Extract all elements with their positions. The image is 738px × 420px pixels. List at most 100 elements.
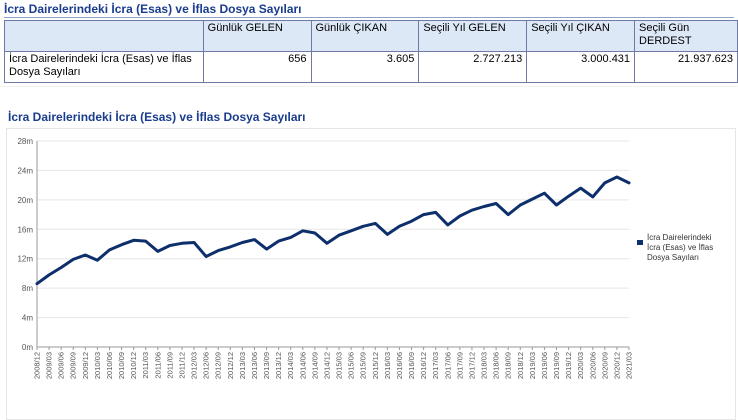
x-tick-label: 2009/12 xyxy=(81,352,90,379)
data-point xyxy=(72,258,75,261)
data-point xyxy=(144,239,147,243)
x-tick-label: 2018/03 xyxy=(480,352,489,379)
x-tick-label: 2010/12 xyxy=(129,352,138,379)
x-tick-label: 2018/06 xyxy=(492,352,501,379)
data-point xyxy=(591,195,594,199)
data-point xyxy=(579,186,582,190)
x-tick-label: 2014/03 xyxy=(286,352,295,379)
x-tick-label: 2019/06 xyxy=(540,352,549,379)
data-point xyxy=(506,213,510,216)
legend-label-line-1: İcra Dairelerindeki xyxy=(647,233,712,242)
data-point xyxy=(229,245,232,249)
x-tick-label: 2015/03 xyxy=(335,352,344,379)
data-point xyxy=(168,244,172,247)
data-point xyxy=(446,223,449,227)
data-point xyxy=(615,175,619,179)
data-point xyxy=(434,211,437,214)
x-tick-label: 2017/09 xyxy=(455,352,464,379)
x-tick-label: 2014/12 xyxy=(322,352,331,379)
x-tick-label: 2013/03 xyxy=(238,352,247,379)
x-tick-label: 2017/06 xyxy=(443,352,452,379)
section-divider xyxy=(0,86,738,87)
x-tick-label: 2011/09 xyxy=(165,352,174,379)
y-tick-label: 0m xyxy=(22,343,33,352)
data-point xyxy=(458,214,462,218)
summary-table: Günlük GELEN Günlük ÇIKAN Seçili Yıl GEL… xyxy=(4,20,738,83)
x-tick-label: 2017/12 xyxy=(467,352,476,379)
table-cell-pending: 21.937.623 xyxy=(634,51,738,83)
data-point xyxy=(410,219,413,223)
table-header-row: Günlük GELEN Günlük ÇIKAN Seçili Yıl GEL… xyxy=(4,20,738,52)
x-tick-label: 2020/03 xyxy=(576,352,585,379)
data-point xyxy=(313,231,317,235)
x-tick-label: 2016/09 xyxy=(407,352,416,379)
data-point xyxy=(180,242,184,245)
data-point xyxy=(265,247,268,251)
x-tick-label: 2011/06 xyxy=(153,352,162,379)
x-tick-label: 2018/09 xyxy=(504,352,513,379)
x-tick-label: 2009/09 xyxy=(69,352,78,379)
x-tick-label: 2012/12 xyxy=(226,352,235,379)
x-tick-label: 2012/03 xyxy=(190,352,199,379)
y-tick-label: 24m xyxy=(17,166,33,175)
table-header-year-outgoing: Seçili Yıl ÇIKAN xyxy=(526,20,636,52)
x-tick-label: 2013/06 xyxy=(250,352,259,379)
x-tick-label: 2020/06 xyxy=(588,352,597,379)
data-point xyxy=(301,229,304,232)
chart-title: İcra Dairelerindeki İcra (Esas) ve İflas… xyxy=(8,110,306,124)
x-tick-label: 2016/06 xyxy=(395,352,404,379)
x-tick-label: 2016/03 xyxy=(383,352,392,379)
y-tick-label: 28m xyxy=(17,137,33,146)
x-tick-label: 2011/12 xyxy=(177,352,186,379)
data-point xyxy=(120,243,123,246)
data-point xyxy=(482,205,486,208)
x-tick-label: 2017/03 xyxy=(431,352,440,379)
x-tick-label: 2014/06 xyxy=(298,352,307,379)
legend-label-line-3: Dosya Sayıları xyxy=(647,253,700,262)
data-point xyxy=(241,241,244,244)
data-point xyxy=(627,181,631,185)
legend-swatch xyxy=(637,240,643,245)
page-title: İcra Dairelerindeki İcra (Esas) ve İflas… xyxy=(4,2,302,16)
data-point xyxy=(362,225,365,228)
data-point xyxy=(470,208,474,212)
x-tick-label: 2020/09 xyxy=(600,352,609,379)
data-point xyxy=(337,233,341,237)
y-tick-label: 4m xyxy=(22,314,33,323)
data-point xyxy=(374,222,377,225)
x-tick-label: 2009/06 xyxy=(57,352,66,379)
table-header-pending: Seçili Gün DERDEST xyxy=(634,20,738,52)
data-point xyxy=(398,225,401,228)
series-line xyxy=(35,175,631,286)
x-tick-label: 2010/09 xyxy=(117,352,126,379)
table-header-daily-incoming: Günlük GELEN xyxy=(202,20,312,52)
y-tick-label: 8m xyxy=(22,284,33,293)
x-tick-label: 2015/09 xyxy=(359,352,368,379)
x-tick-label: 2014/09 xyxy=(310,352,319,379)
title-divider xyxy=(4,17,734,18)
x-tick-label: 2008/12 xyxy=(33,352,42,379)
data-point xyxy=(386,233,389,236)
y-tick-label: 12m xyxy=(17,255,33,264)
data-point xyxy=(253,238,256,241)
chart-legend: İcra Dairelerindeki İcra (Esas) ve İflas… xyxy=(637,233,733,263)
data-point xyxy=(96,258,99,262)
x-tick-label: 2021/03 xyxy=(625,352,634,379)
data-point xyxy=(567,194,570,198)
data-point xyxy=(59,266,63,269)
table-cell-year-outgoing: 3.000.431 xyxy=(526,51,636,83)
table-header-year-incoming: Seçili Yıl GELEN xyxy=(418,20,528,52)
data-point xyxy=(325,242,329,245)
x-tick-label: 2019/12 xyxy=(564,352,573,379)
x-tick-label: 2011/03 xyxy=(141,352,150,379)
data-point xyxy=(108,248,111,252)
data-point xyxy=(289,236,292,239)
table-header-empty xyxy=(4,20,204,52)
data-point xyxy=(277,239,280,243)
table-row-label: İcra Dairelerindeki İcra (Esas) ve İflas… xyxy=(4,51,204,83)
x-tick-label: 2013/12 xyxy=(274,352,283,379)
x-tick-label: 2012/09 xyxy=(214,352,223,379)
legend-label-line-2: İcra (Esas) ve İflas xyxy=(647,243,714,252)
data-point xyxy=(132,239,135,242)
x-tick-label: 2018/12 xyxy=(516,352,525,379)
